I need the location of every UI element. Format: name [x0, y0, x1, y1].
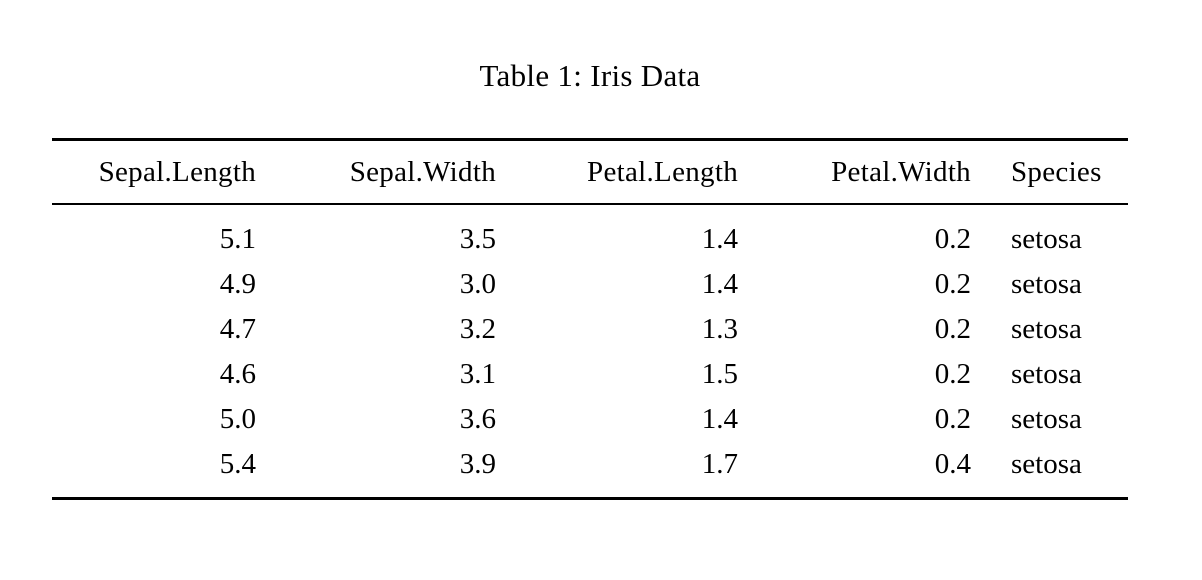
table-cell: 0.2 — [934, 403, 971, 435]
table-cell: setosa — [1011, 313, 1082, 345]
table-cell: 0.2 — [934, 313, 971, 345]
table-header: Sepal.Length Sepal.Width Petal.Length Pe… — [52, 139, 1128, 205]
table-cell: setosa — [1011, 268, 1082, 300]
table-cell: 1.7 — [701, 448, 738, 480]
header-row: Sepal.Length Sepal.Width Petal.Length Pe… — [52, 139, 1128, 205]
table-cell: 4.6 — [219, 358, 256, 390]
table-cell: setosa — [1011, 223, 1082, 255]
table-cell: 1.4 — [701, 268, 738, 300]
table-cell: 5.1 — [219, 223, 256, 255]
table-cell: 1.3 — [701, 313, 738, 345]
table-cell: 1.5 — [701, 358, 738, 390]
table-row: 4.7 3.2 1.3 0.2 setosa — [52, 307, 1128, 352]
column-header-species: Species — [971, 139, 1128, 205]
table-cell: 0.4 — [934, 448, 971, 480]
column-header-petal-width: Petal.Width — [738, 139, 971, 205]
table-cell: 3.2 — [459, 313, 496, 345]
column-header-petal-length: Petal.Length — [496, 139, 738, 205]
table-row: 4.6 3.1 1.5 0.2 setosa — [52, 352, 1128, 397]
table-cell: 3.0 — [459, 268, 496, 300]
table-row: 5.4 3.9 1.7 0.4 setosa — [52, 442, 1128, 499]
table-cell: 0.2 — [934, 358, 971, 390]
table-cell: 5.0 — [219, 403, 256, 435]
table-cell: 4.9 — [219, 268, 256, 300]
table-cell: 1.4 — [701, 223, 738, 255]
table-row: 5.0 3.6 1.4 0.2 setosa — [52, 397, 1128, 442]
table-cell: setosa — [1011, 358, 1082, 390]
column-header-sepal-length: Sepal.Length — [52, 139, 256, 205]
iris-data-table: Sepal.Length Sepal.Width Petal.Length Pe… — [52, 138, 1128, 500]
table-row: 5.1 3.5 1.4 0.2 setosa — [52, 204, 1128, 262]
table-cell: 0.2 — [934, 223, 971, 255]
table-body: 5.1 3.5 1.4 0.2 setosa 4.9 3.0 1.4 0.2 setosa 4.7 3… — [52, 204, 1128, 499]
table-cell: 5.4 — [219, 448, 256, 480]
table-cell: 0.2 — [934, 268, 971, 300]
column-header-sepal-width: Sepal.Width — [256, 139, 496, 205]
table-cell: 1.4 — [701, 403, 738, 435]
table-cell: 3.1 — [459, 358, 496, 390]
table-cell: 3.6 — [459, 403, 496, 435]
table-row: 4.9 3.0 1.4 0.2 setosa — [52, 262, 1128, 307]
table-cell: setosa — [1011, 403, 1082, 435]
table-cell: 3.5 — [459, 223, 496, 255]
table-cell: setosa — [1011, 448, 1082, 480]
table-cell: 3.9 — [459, 448, 496, 480]
table-cell: 4.7 — [219, 313, 256, 345]
table-caption: Table 1: Iris Data — [479, 58, 701, 93]
